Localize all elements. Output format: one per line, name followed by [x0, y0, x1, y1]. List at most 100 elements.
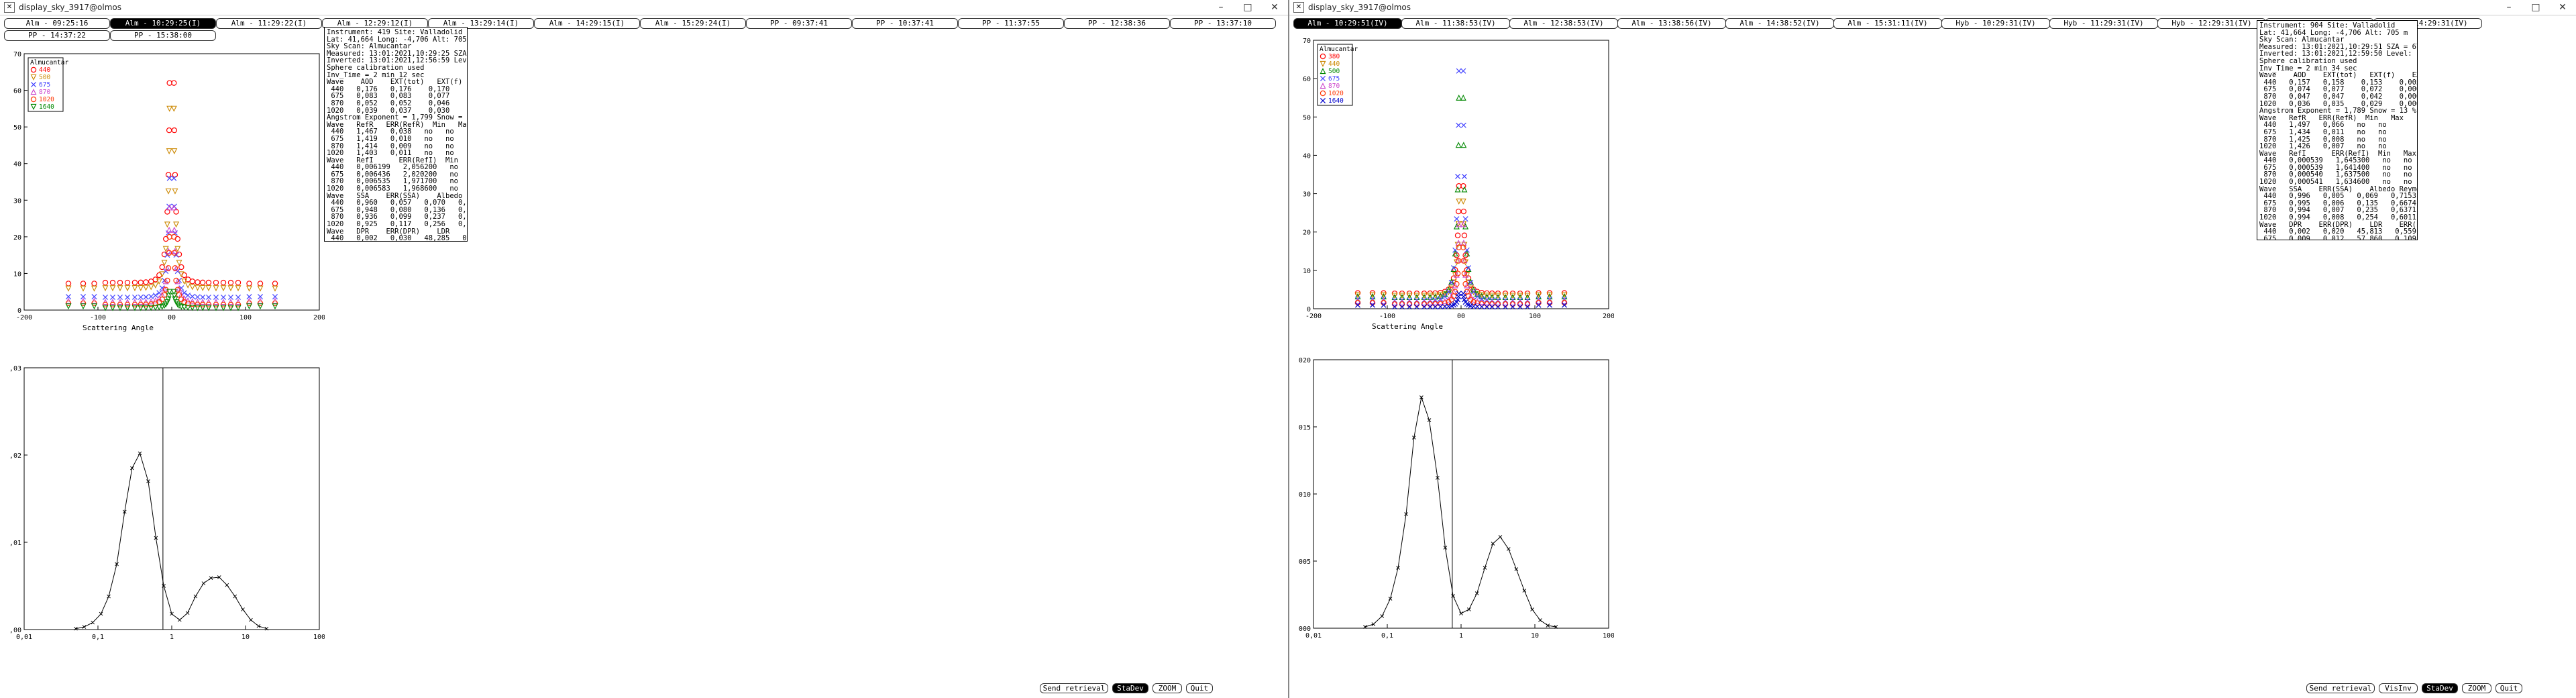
data-point — [177, 617, 182, 622]
data-point — [1427, 293, 1434, 299]
x-tick-label: 200 — [1603, 313, 1614, 320]
measurement-tab[interactable]: PP - 10:37:41 — [852, 18, 958, 29]
measurement-tab[interactable]: PP - 09:37:41 — [746, 18, 852, 29]
series-380 — [1354, 183, 1568, 297]
data-point — [1517, 293, 1523, 299]
zoom-button[interactable]: ZOOM — [2462, 683, 2491, 693]
data-point — [109, 299, 116, 305]
quit-button[interactable]: Quit — [1186, 683, 1213, 693]
data-point — [173, 221, 180, 228]
measurement-tab[interactable]: Alm - 14:29:15(I) — [534, 18, 640, 29]
minimize-icon[interactable]: – — [2506, 2, 2512, 13]
measurement-tab[interactable]: PP - 11:37:55 — [958, 18, 1064, 29]
data-point — [80, 285, 87, 292]
data-point — [220, 285, 227, 292]
data-point — [172, 188, 178, 195]
measurement-tab[interactable]: Alm - 15:29:24(I) — [640, 18, 746, 29]
measurement-tab[interactable]: Alm - 12:38:53(IV) — [1509, 18, 1618, 29]
data-point — [1495, 293, 1501, 299]
zoom-button[interactable]: ZOOM — [1152, 683, 1182, 693]
data-point — [80, 303, 87, 310]
info-line: Wave SSA ERR(SSA) Albedo Reyme_Fctr — [327, 191, 467, 200]
data-point — [165, 188, 172, 195]
data-point — [117, 279, 123, 286]
close-icon[interactable]: ✕ — [2559, 2, 2567, 13]
maximize-icon[interactable]: □ — [1243, 2, 1252, 13]
info-line: 675 0,083 0,083 0,077 0,006 — [331, 92, 467, 101]
maximize-icon[interactable]: □ — [2531, 2, 2540, 13]
send-retrieval-button[interactable]: Send retrieval — [1040, 683, 1108, 693]
data-point — [1517, 299, 1523, 306]
data-point — [1489, 299, 1495, 305]
measurement-tab[interactable]: Alm - 09:25:16 — [4, 18, 110, 29]
measurement-tab[interactable]: PP - 14:37:22 — [4, 30, 110, 41]
data-point — [1446, 289, 1452, 295]
data-point — [65, 294, 72, 300]
data-point — [1455, 208, 1462, 215]
data-point — [109, 285, 116, 292]
measurement-tab[interactable]: PP - 12:38:36 — [1064, 18, 1170, 29]
measurement-tab[interactable]: PP - 15:38:00 — [110, 30, 216, 41]
x-tick-label: 10 — [241, 634, 250, 641]
info-line: 870 0,936 0,099 0,237 0,6310 — [331, 213, 467, 221]
data-point — [1461, 173, 1467, 179]
data-point — [235, 305, 241, 311]
legend-entry: 500 — [39, 74, 50, 81]
data-point — [235, 285, 241, 292]
data-point — [1456, 183, 1462, 189]
measurement-tab[interactable]: Hyb - 10:29:31(IV) — [1941, 18, 2050, 29]
data-point — [30, 89, 37, 95]
measurement-tab[interactable]: PP - 13:37:10 — [1170, 18, 1276, 29]
measurement-tab[interactable]: Alm - 13:38:56(IV) — [1617, 18, 1726, 29]
measurement-tab[interactable]: Alm - 15:31:11(IV) — [1833, 18, 1942, 29]
data-point — [166, 105, 173, 112]
measurement-tab[interactable]: Alm - 13:29:14(I) — [428, 18, 534, 29]
info-line: 675 0,009 0,012 57,860 0,109 — [2259, 234, 2416, 240]
data-point — [246, 285, 252, 292]
stadev-button[interactable]: StaDev — [1112, 683, 1148, 693]
measurement-tab[interactable]: Hyb - 11:29:31(IV) — [2049, 18, 2158, 29]
data-point — [1546, 624, 1550, 628]
minimize-icon[interactable]: – — [1218, 2, 1224, 13]
quit-button[interactable]: Quit — [2496, 683, 2522, 693]
legend-entry: 1640 — [39, 103, 54, 111]
close-icon[interactable]: ✕ — [1271, 2, 1279, 13]
measurement-tab[interactable]: Alm - 10:29:25(I) — [110, 18, 216, 29]
data-point — [1419, 395, 1424, 399]
measurement-tab[interactable]: Hyb - 12:29:31(IV) — [2157, 18, 2266, 29]
measurement-tab[interactable]: Alm - 11:38:53(IV) — [1401, 18, 1510, 29]
info-line: Sky Scan: Almucantar — [327, 42, 412, 51]
data-point — [1437, 299, 1444, 305]
measurement-tab[interactable]: Alm - 11:29:22(I) — [216, 18, 322, 29]
legend-entry: 870 — [1328, 83, 1340, 90]
data-point — [227, 305, 234, 311]
legend-entry: 440 — [1328, 60, 1340, 68]
data-point — [217, 575, 221, 579]
data-point — [166, 289, 173, 295]
data-point — [154, 536, 158, 540]
data-point — [272, 294, 278, 300]
data-point — [1460, 94, 1466, 101]
stadev-button[interactable]: StaDev — [2422, 683, 2458, 693]
data-point — [178, 271, 184, 278]
measurement-tab[interactable]: Alm - 10:29:51(IV) — [1293, 18, 1402, 29]
data-point — [131, 294, 138, 300]
visinv-button[interactable]: VisInv — [2379, 683, 2418, 693]
window-title-bar[interactable]: ✕ display_sky_3917@olmos – □ ✕ — [0, 0, 1288, 15]
data-point — [201, 581, 206, 585]
data-point — [1320, 90, 1326, 97]
data-point — [205, 279, 212, 286]
measurement-tab[interactable]: Alm - 14:38:52(IV) — [1725, 18, 1834, 29]
data-point — [1369, 292, 1376, 299]
data-point — [200, 301, 206, 307]
info-line: 675 0,074 0,077 0,072 0,006 — [2259, 85, 2418, 94]
window-title-bar[interactable]: ✕ display_sky_3917@olmos – □ ✕ — [1289, 0, 2576, 15]
data-point — [220, 301, 227, 308]
data-point — [1474, 293, 1481, 299]
data-point — [233, 594, 237, 599]
plot-area — [1313, 40, 1609, 309]
y-tick-label: 70 — [1303, 38, 1311, 45]
send-retrieval-button[interactable]: Send retrieval — [2306, 683, 2375, 693]
data-point — [1406, 293, 1413, 299]
series-1020 — [65, 234, 278, 308]
